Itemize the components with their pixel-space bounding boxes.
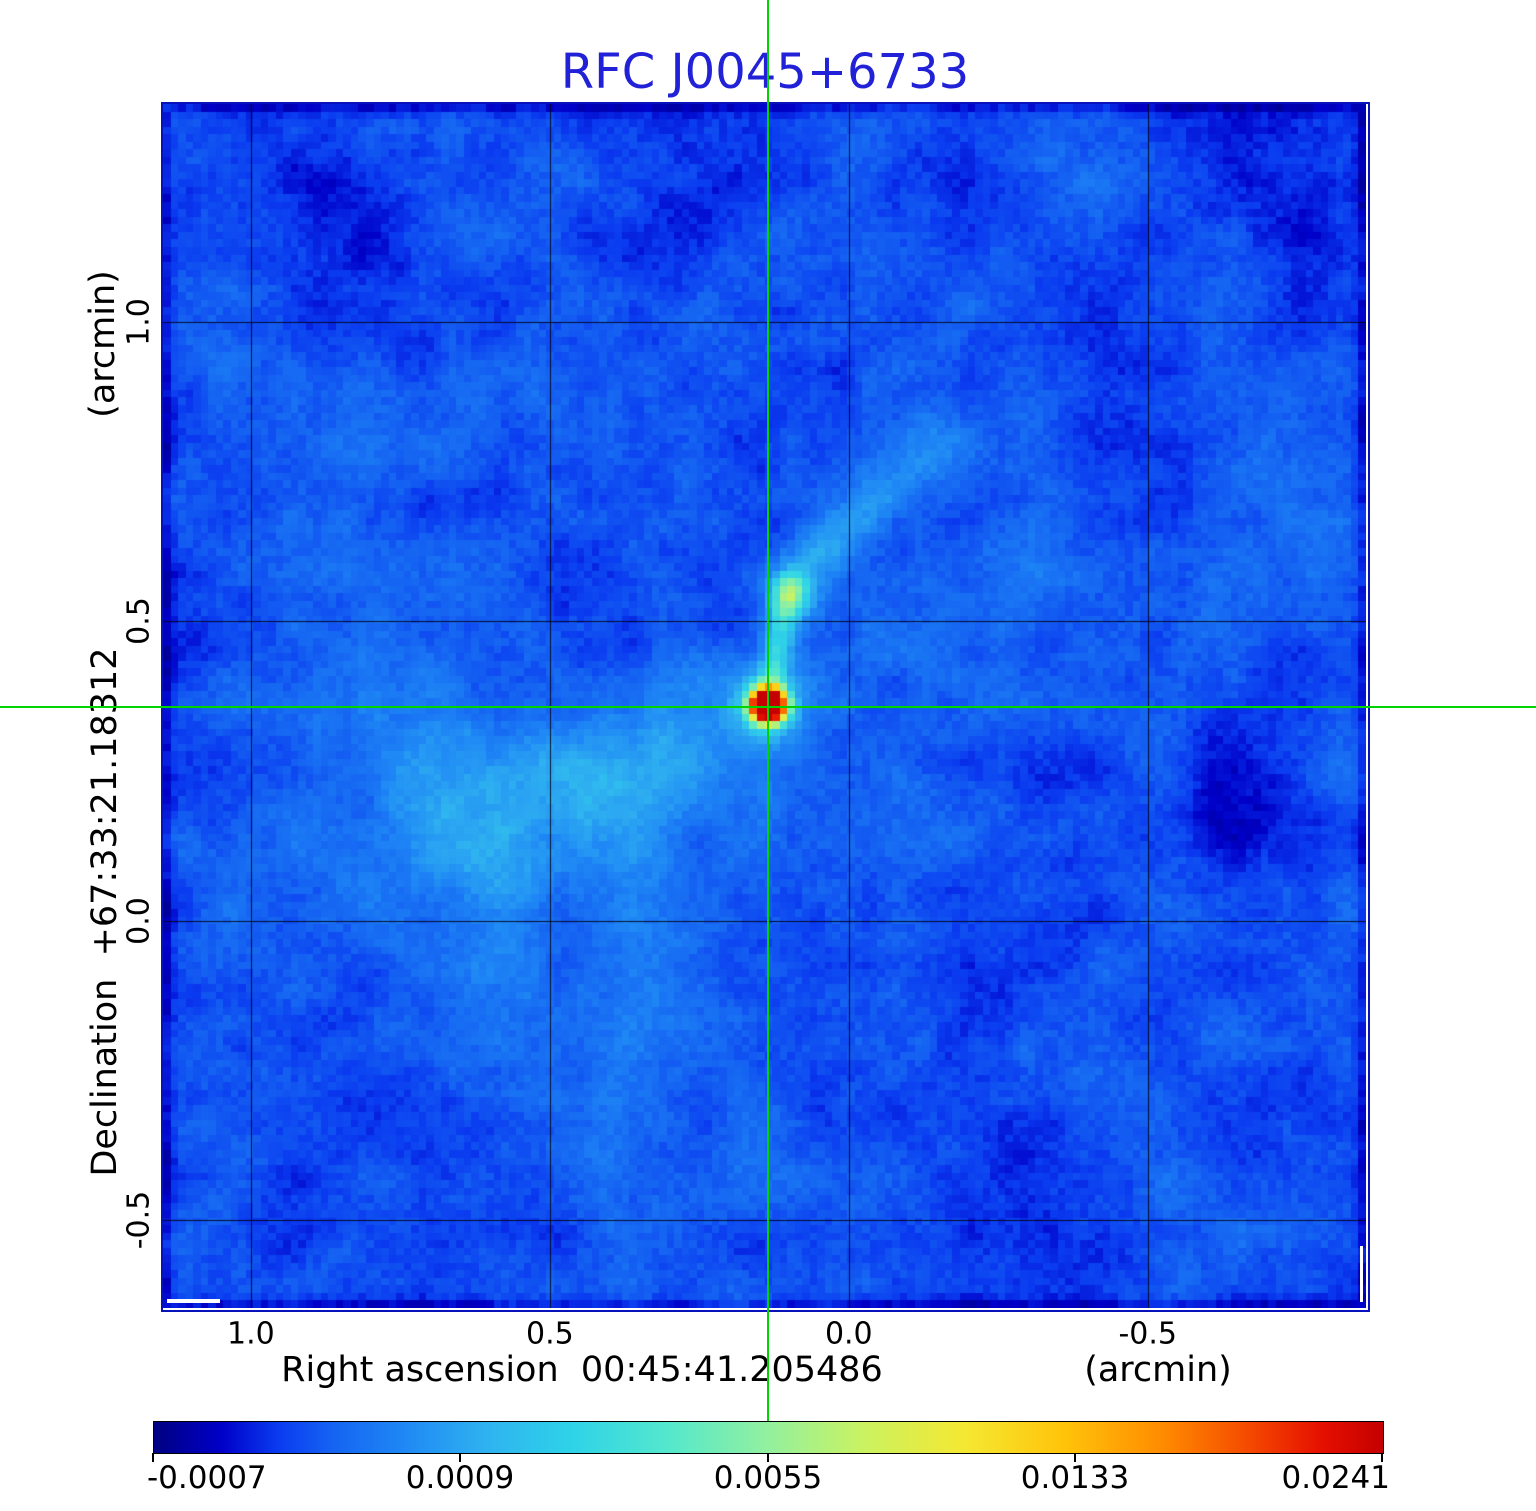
beam-scale-bar-horizontal — [167, 1299, 220, 1303]
x-tick-label: 1.0 — [227, 1316, 275, 1352]
y-tick-label: 1.0 — [121, 298, 157, 346]
colorbar-tick-label: 0.0133 — [1020, 1460, 1130, 1496]
colorbar-tick — [767, 1453, 769, 1462]
colorbar-tick — [152, 1453, 154, 1462]
colorbar-tick — [1381, 1453, 1383, 1462]
x-tick-label: 0.0 — [824, 1316, 873, 1352]
page-title: RFC J0045+6733 — [560, 44, 970, 100]
beam-scale-bar-vertical — [1360, 1246, 1363, 1302]
y-tick-label: -0.5 — [121, 1190, 157, 1250]
plot-frame — [161, 102, 1370, 1312]
y-tick-label: 0.0 — [121, 896, 157, 945]
crosshair-horizontal-line — [0, 706, 1536, 709]
colorbar-tick-label: 0.0009 — [405, 1460, 515, 1496]
y-axis-unit-label: (arcmin) — [83, 270, 123, 418]
crosshair-vertical-line — [767, 0, 770, 1421]
y-tick-label: 0.5 — [121, 597, 157, 646]
x-tick-label: 0.5 — [525, 1316, 574, 1352]
colorbar-tick-label: -0.0007 — [147, 1460, 267, 1496]
x-axis-label: Right ascension 00:45:41.205486 — [281, 1350, 883, 1390]
colorbar-tick — [459, 1453, 461, 1462]
colorbar-tick-label: 0.0055 — [713, 1460, 823, 1496]
x-axis-unit-label: (arcmin) — [1084, 1350, 1232, 1390]
y-axis-label: Declination +67:33:21.18312 — [85, 647, 125, 1177]
colorbar-tick-label: 0.0241 — [1281, 1460, 1390, 1496]
sky-map-canvas — [163, 104, 1366, 1308]
x-tick-label: -0.5 — [1118, 1316, 1178, 1352]
colorbar-tick — [1074, 1453, 1076, 1462]
colorbar-gradient — [153, 1421, 1384, 1454]
